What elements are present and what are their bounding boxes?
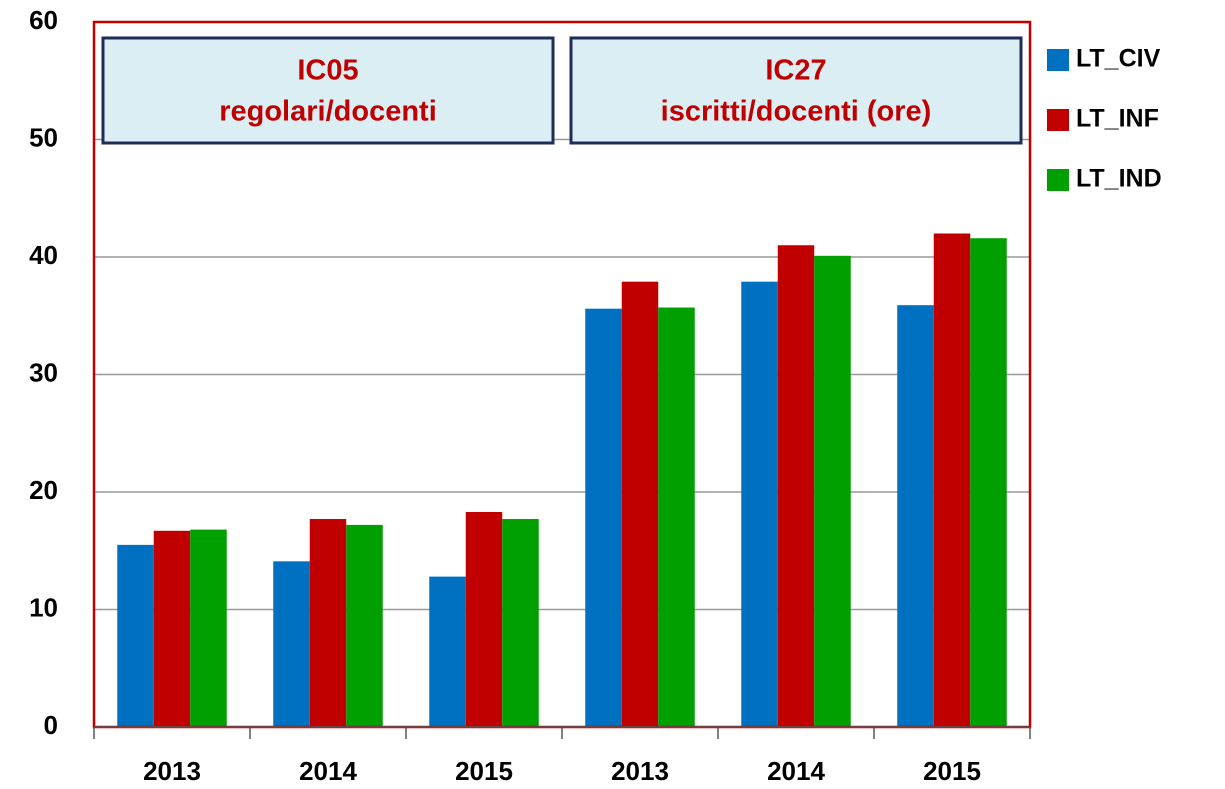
annotation-box (569, 36, 1023, 145)
y-tick-label: 30 (29, 357, 58, 387)
annotation-text: IC27 (765, 55, 826, 87)
bar (814, 255, 851, 727)
y-tick-label: 50 (29, 122, 58, 152)
bar (658, 307, 695, 727)
bar (465, 511, 503, 727)
y-tick-label: 40 (29, 240, 58, 270)
y-tick-label: 0 (44, 710, 58, 740)
x-tick-label: 2015 (923, 756, 981, 786)
x-tick-label: 2014 (767, 756, 825, 786)
x-tick-label: 2013 (143, 756, 201, 786)
bar (933, 233, 971, 727)
x-tick-label: 2014 (299, 756, 357, 786)
bar (741, 281, 778, 727)
bar (777, 245, 815, 727)
legend-swatch (1047, 109, 1069, 131)
x-tick-label: 2013 (611, 756, 669, 786)
x-tick-label: 2015 (455, 756, 513, 786)
legend-label: LT_IND (1076, 165, 1162, 193)
annotation-text: IC05 (297, 55, 358, 87)
bar (117, 544, 154, 727)
bar (190, 529, 227, 727)
bar (429, 576, 466, 727)
annotation-text: iscritti/docenti (ore) (661, 96, 932, 128)
bar (273, 561, 310, 727)
y-tick-label: 10 (29, 592, 58, 622)
bar (153, 530, 191, 727)
legend-label: LT_INF (1076, 105, 1159, 133)
legend-label: LT_CIV (1076, 45, 1161, 73)
annotation-box (101, 36, 555, 145)
bar (621, 281, 659, 727)
legend-swatch (1047, 49, 1069, 71)
annotation-text: regolari/docenti (219, 96, 437, 128)
bar (502, 519, 539, 727)
y-tick-label: 60 (29, 5, 58, 35)
legend-swatch (1047, 169, 1069, 191)
bar (970, 238, 1007, 727)
bar (897, 305, 934, 727)
y-tick-label: 20 (29, 475, 58, 505)
bar (585, 308, 622, 727)
bar (346, 524, 383, 727)
bar (309, 519, 347, 727)
